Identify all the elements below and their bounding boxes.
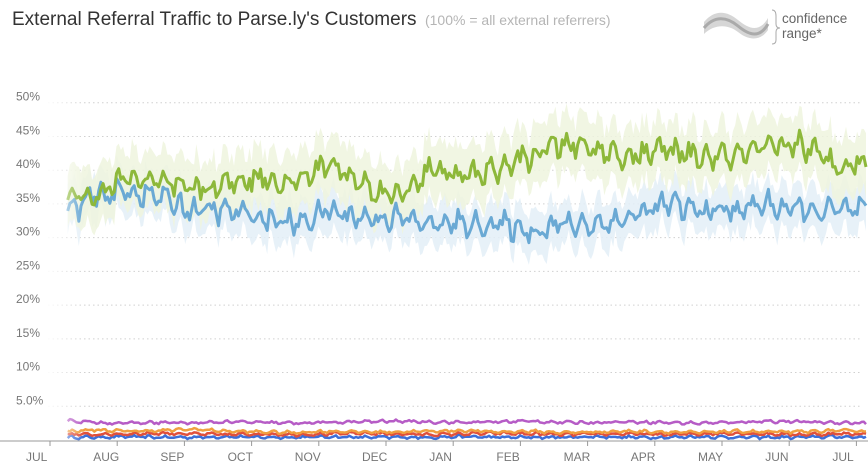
x-month-label: OCT — [228, 450, 254, 464]
y-tick-label: 25% — [16, 258, 40, 272]
x-month-label: AUG — [93, 450, 119, 464]
y-tick-label: 35% — [16, 191, 40, 205]
chart-subtitle: (100% = all external referrers) — [424, 12, 611, 28]
x-month-label: JUN — [765, 450, 788, 464]
x-month-label: DEC — [362, 450, 388, 464]
y-tick-label: 10% — [16, 360, 40, 374]
y-tick-label: 50% — [16, 90, 40, 104]
confidence-band-green — [67, 103, 866, 236]
x-month-label: JUL — [832, 450, 854, 464]
y-tick-label: 20% — [16, 292, 40, 306]
series-lines — [66, 128, 868, 441]
x-month-label: MAR — [564, 450, 591, 464]
series-line-green — [66, 128, 868, 207]
y-axis-ticks: 5.0% 10% 15% 20% 25% 30% 35% 40% 45% 50% — [16, 90, 44, 408]
x-month-label: FEB — [496, 450, 519, 464]
y-tick-label: 30% — [16, 225, 40, 239]
confidence-bands — [67, 103, 866, 265]
title-row: External Referral Traffic to Parse.ly's … — [12, 9, 611, 31]
confidence-band-blue — [67, 154, 866, 265]
left-fade-overlay — [44, 90, 84, 440]
y-tick-label: 45% — [16, 123, 40, 137]
legend-label-line2: range* — [782, 26, 822, 41]
confidence-legend: confidence range* — [700, 6, 860, 46]
series-line-red — [67, 430, 867, 438]
series-line-blue — [66, 176, 868, 245]
legend-label: confidence range* — [782, 11, 847, 41]
y-tick-label: 15% — [16, 326, 40, 340]
legend-label-line1: confidence — [782, 11, 848, 26]
wave-band-icon — [702, 9, 780, 45]
chart-title: External Referral Traffic to Parse.ly's … — [12, 9, 417, 30]
x-axis-months: JUL AUG SEP OCT NOV DEC JAN FEB MAR APR MAY JUN JUL — [26, 441, 857, 464]
series-line-purple — [66, 417, 867, 426]
series-line-orange — [67, 426, 867, 436]
x-month-label: NOV — [295, 450, 321, 464]
x-month-label: APR — [631, 450, 656, 464]
y-tick-label: 40% — [16, 157, 40, 171]
series-line-darkblue — [66, 433, 867, 441]
x-month-label: JAN — [429, 450, 452, 464]
x-month-label: MAY — [698, 450, 723, 464]
y-tick-label: 5.0% — [16, 393, 44, 407]
x-month-label: JUL — [26, 450, 48, 464]
x-month-label: SEP — [160, 450, 184, 464]
